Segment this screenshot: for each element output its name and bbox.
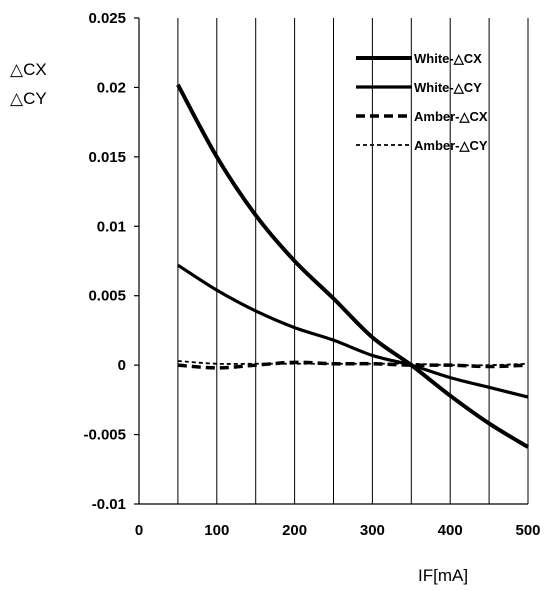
y-tick-label: 0.015 xyxy=(88,149,126,166)
series-line-2 xyxy=(177,263,529,399)
axes xyxy=(134,17,528,505)
y-tick-label: 0 xyxy=(118,357,126,374)
y-tick-label: -0.01 xyxy=(92,496,126,513)
x-tick-label: 200 xyxy=(282,522,307,539)
legend-label: White-△CY xyxy=(414,80,482,95)
legend: White-△CX White-△CY Amber-△CX Amber-△CY xyxy=(356,51,488,153)
x-tick-label: 0 xyxy=(135,522,143,539)
series-line-1 xyxy=(176,83,530,449)
y-tick-label: 0.01 xyxy=(97,218,126,235)
y-axis-label-line-1: △CX xyxy=(10,60,47,79)
y-axis-label-line-2: △CY xyxy=(10,89,47,108)
series-group xyxy=(176,83,530,449)
series-line-4 xyxy=(177,360,529,367)
x-tick-label: 100 xyxy=(204,522,229,539)
legend-label: White-△CX xyxy=(414,51,482,66)
x-tick-labels: 0 100 200 300 400 500 xyxy=(135,522,541,539)
x-tick-label: 500 xyxy=(515,522,540,539)
x-tick-label: 300 xyxy=(360,522,385,539)
x-tick-label: 400 xyxy=(438,522,463,539)
legend-label: Amber-△CX xyxy=(414,109,488,124)
legend-label: Amber-△CY xyxy=(414,138,488,153)
y-tick-label: 0.005 xyxy=(88,288,126,305)
y-tick-label: -0.005 xyxy=(83,427,126,444)
grid xyxy=(177,18,529,504)
y-tick-labels: -0.01 -0.005 0 0.005 0.01 0.015 0.02 0.025 xyxy=(83,10,126,513)
y-tick-label: 0.025 xyxy=(88,10,126,27)
x-axis-label: IF[mA] xyxy=(418,566,468,585)
y-tick-label: 0.02 xyxy=(97,79,126,96)
